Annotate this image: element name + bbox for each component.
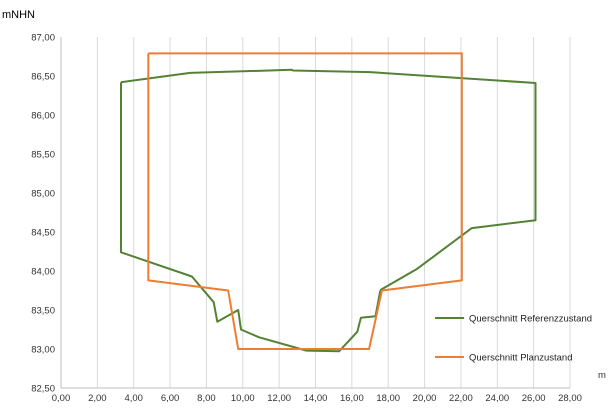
y-tick-labels: 82,50 83,00 83,50 84,00 84,50 85,00 85,50 86,00… <box>31 33 55 395</box>
x-tick-label-10: 20,00 <box>413 393 437 404</box>
x-tick-label-6: 12,00 <box>267 393 291 404</box>
y-tick-label-4: 84,50 <box>31 228 55 239</box>
x-tick-label-12: 24,00 <box>485 393 509 404</box>
x-tick-label-11: 22,00 <box>449 393 473 404</box>
series-line-1 <box>147 52 463 350</box>
axes <box>60 37 570 389</box>
vertical-gridlines <box>96 37 571 388</box>
y-axis-label: mNHN <box>2 9 35 21</box>
series-line-0 <box>120 68 537 353</box>
x-tick-label-14: 28,00 <box>558 393 582 404</box>
x-tick-labels: 0,00 2,00 4,00 6,00 8,00 10,00 12,00 14,00 16,00… <box>52 393 582 404</box>
x-tick-label-4: 8,00 <box>197 393 216 404</box>
y-tick-label-2: 83,50 <box>31 306 55 317</box>
y-tick-label-0: 82,50 <box>31 384 55 395</box>
x-tick-label-8: 16,00 <box>340 393 364 404</box>
y-tick-label-1: 83,00 <box>31 345 55 356</box>
x-tick-label-0: 0,00 <box>52 393 71 404</box>
x-tick-label-1: 2,00 <box>88 393 107 404</box>
y-tick-label-3: 84,00 <box>31 267 55 278</box>
x-tick-label-7: 14,00 <box>304 393 328 404</box>
x-tick-label-13: 26,00 <box>522 393 546 404</box>
x-tick-label-9: 18,00 <box>376 393 400 404</box>
x-axis-label: m <box>598 370 606 381</box>
legend-label-1: Querschnitt Planzustand <box>469 353 573 364</box>
legend-label-0: Querschnitt Referenzzustand <box>469 314 592 325</box>
y-tick-label-8: 86,50 <box>31 72 55 83</box>
x-tick-label-5: 10,00 <box>231 393 255 404</box>
series-lines <box>120 52 537 353</box>
y-tick-label-9: 87,00 <box>31 33 55 44</box>
legend: Querschnitt Referenzzustand Querschnitt P… <box>435 314 592 364</box>
y-tick-label-5: 85,00 <box>31 189 55 200</box>
x-tick-label-2: 4,00 <box>124 393 143 404</box>
y-tick-label-6: 85,50 <box>31 150 55 161</box>
y-tick-label-7: 86,00 <box>31 111 55 122</box>
x-tick-label-3: 6,00 <box>161 393 180 404</box>
